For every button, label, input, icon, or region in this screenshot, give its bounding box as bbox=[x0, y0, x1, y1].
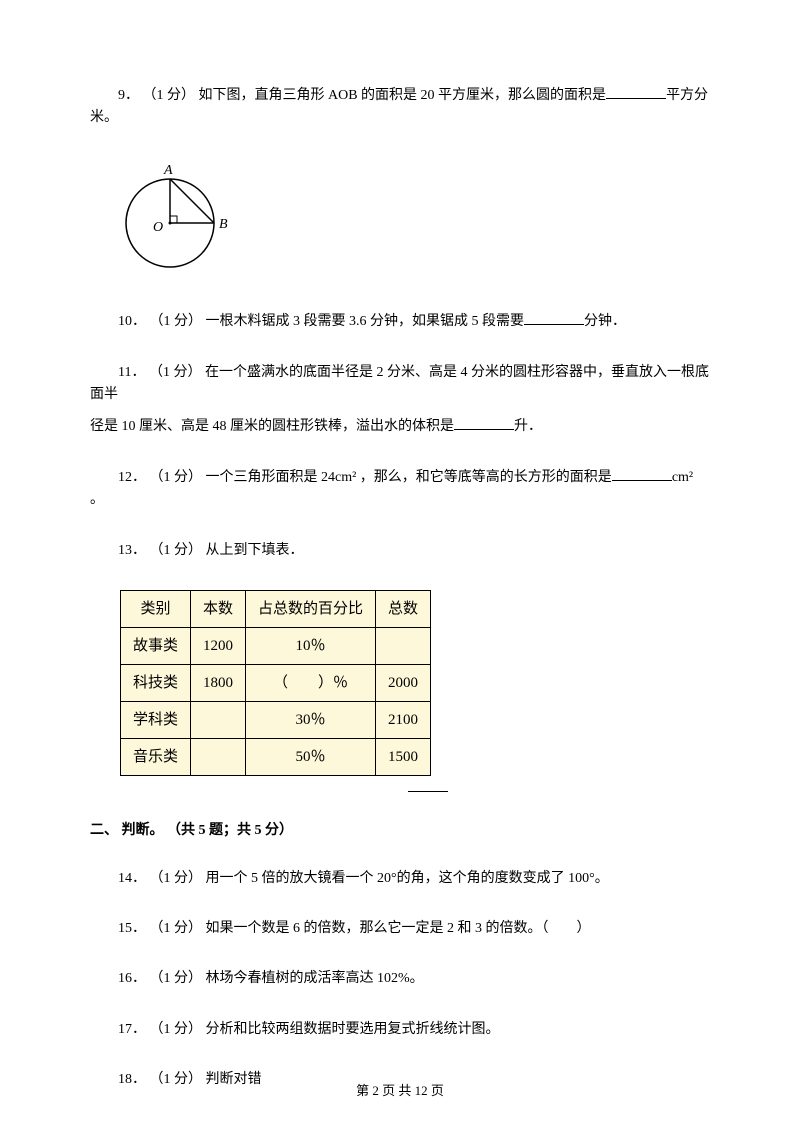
table-header-cell: 占总数的百分比 bbox=[246, 590, 376, 627]
q10-number: 10． bbox=[118, 314, 146, 329]
q14-points: （1 分） bbox=[150, 871, 203, 886]
q11-line2-before: 径是 10 厘米、高是 48 厘米的圆柱形铁棒，溢出水的体积是 bbox=[90, 419, 454, 434]
table-cell: 1200 bbox=[191, 627, 246, 664]
q13-points: （1 分） bbox=[150, 543, 203, 558]
question-9: 9． （1 分） 如下图，直角三角形 AOB 的面积是 20 平方厘米，那么圆的… bbox=[90, 85, 710, 130]
q9-points: （1 分） bbox=[143, 88, 196, 103]
table-cell: 50％ bbox=[246, 738, 376, 775]
q11-points: （1 分） bbox=[149, 365, 202, 380]
q17-number: 17． bbox=[118, 1022, 146, 1037]
table-row: 科技类 1800 （ ）％ 2000 bbox=[121, 664, 431, 701]
q14-number: 14． bbox=[118, 871, 146, 886]
table-cell bbox=[191, 738, 246, 775]
q11-blank bbox=[454, 416, 514, 430]
q13-text: 从上到下填表． bbox=[206, 543, 304, 558]
table-header-cell: 总数 bbox=[376, 590, 431, 627]
table-cell: （ ）％ bbox=[246, 664, 376, 701]
q10-text-before: 一根木料锯成 3 段需要 3.6 分钟，如果锯成 5 段需要 bbox=[206, 314, 525, 329]
q10-points: （1 分） bbox=[150, 314, 203, 329]
table-cell: 1500 bbox=[376, 738, 431, 775]
question-17: 17． （1 分） 分析和比较两组数据时要选用复式折线统计图。 bbox=[90, 1019, 710, 1041]
q13-number: 13． bbox=[118, 543, 146, 558]
question-15: 15． （1 分） 如果一个数是 6 的倍数，那么它一定是 2 和 3 的倍数。… bbox=[90, 918, 710, 940]
diagram-center-dot bbox=[169, 221, 172, 224]
q11-number: 11． bbox=[118, 365, 149, 380]
table-row: 音乐类 50％ 1500 bbox=[121, 738, 431, 775]
table-row: 故事类 1200 10％ bbox=[121, 627, 431, 664]
q10-blank bbox=[524, 311, 584, 325]
q9-text-before: 如下图，直角三角形 AOB 的面积是 20 平方厘米，那么圆的面积是 bbox=[199, 88, 607, 103]
table-cell bbox=[376, 627, 431, 664]
table-cell bbox=[191, 701, 246, 738]
page-footer: 第 2 页 共 12 页 bbox=[0, 1081, 800, 1102]
q17-text: 分析和比较两组数据时要选用复式折线统计图。 bbox=[206, 1022, 500, 1037]
question-16: 16． （1 分） 林场今春植树的成活率高达 102%。 bbox=[90, 968, 710, 990]
question-11: 11． （1 分） 在一个盛满水的底面半径是 2 分米、高是 4 分米的圆柱形容… bbox=[90, 362, 710, 439]
q14-text: 用一个 5 倍的放大镜看一个 20°的角，这个角的度数变成了 100°。 bbox=[206, 871, 609, 886]
q15-number: 15． bbox=[118, 921, 146, 936]
q12-points: （1 分） bbox=[150, 470, 203, 485]
table-cell: 科技类 bbox=[121, 664, 191, 701]
section-2-title: 二、 判断。 （共 5 题；共 5 分） bbox=[90, 820, 710, 842]
diagram-svg: A O B bbox=[120, 158, 235, 278]
table-underline bbox=[408, 791, 448, 792]
question-12: 12． （1 分） 一个三角形面积是 24cm² ，那么，和它等底等高的长方形的… bbox=[90, 467, 710, 512]
table-header-cell: 类别 bbox=[121, 590, 191, 627]
table-cell: 2000 bbox=[376, 664, 431, 701]
diagram-label-o: O bbox=[153, 220, 163, 235]
table-cell: 1800 bbox=[191, 664, 246, 701]
q15-points: （1 分） bbox=[150, 921, 203, 936]
q16-text: 林场今春植树的成活率高达 102%。 bbox=[206, 971, 424, 986]
table-row: 学科类 30％ 2100 bbox=[121, 701, 431, 738]
q9-blank bbox=[606, 85, 666, 99]
table-cell: 故事类 bbox=[121, 627, 191, 664]
circle-triangle-diagram: A O B bbox=[120, 158, 710, 286]
diagram-label-a: A bbox=[163, 163, 173, 178]
data-table: 类别 本数 占总数的百分比 总数 故事类 1200 10％ 科技类 1800 （… bbox=[120, 590, 431, 776]
q17-points: （1 分） bbox=[150, 1022, 203, 1037]
q9-number: 9． bbox=[118, 88, 139, 103]
question-10: 10． （1 分） 一根木料锯成 3 段需要 3.6 分钟，如果锯成 5 段需要… bbox=[90, 311, 710, 333]
q16-number: 16． bbox=[118, 971, 146, 986]
q11-line2-after: 升． bbox=[514, 419, 542, 434]
table-cell: 10％ bbox=[246, 627, 376, 664]
diagram-label-b: B bbox=[219, 217, 228, 232]
table-cell: 2100 bbox=[376, 701, 431, 738]
q12-number: 12． bbox=[118, 470, 146, 485]
table-cell: 学科类 bbox=[121, 701, 191, 738]
question-13: 13． （1 分） 从上到下填表． bbox=[90, 540, 710, 562]
q12-text-before: 一个三角形面积是 24cm² ，那么，和它等底等高的长方形的面积是 bbox=[206, 470, 612, 485]
table-cell: 30％ bbox=[246, 701, 376, 738]
table-cell: 音乐类 bbox=[121, 738, 191, 775]
q10-text-after: 分钟． bbox=[584, 314, 626, 329]
q15-text: 如果一个数是 6 的倍数，那么它一定是 2 和 3 的倍数。（ ） bbox=[206, 921, 591, 936]
question-14: 14． （1 分） 用一个 5 倍的放大镜看一个 20°的角，这个角的度数变成了… bbox=[90, 868, 710, 890]
table-header-row: 类别 本数 占总数的百分比 总数 bbox=[121, 590, 431, 627]
q16-points: （1 分） bbox=[150, 971, 203, 986]
q12-blank bbox=[612, 467, 672, 481]
table-header-cell: 本数 bbox=[191, 590, 246, 627]
